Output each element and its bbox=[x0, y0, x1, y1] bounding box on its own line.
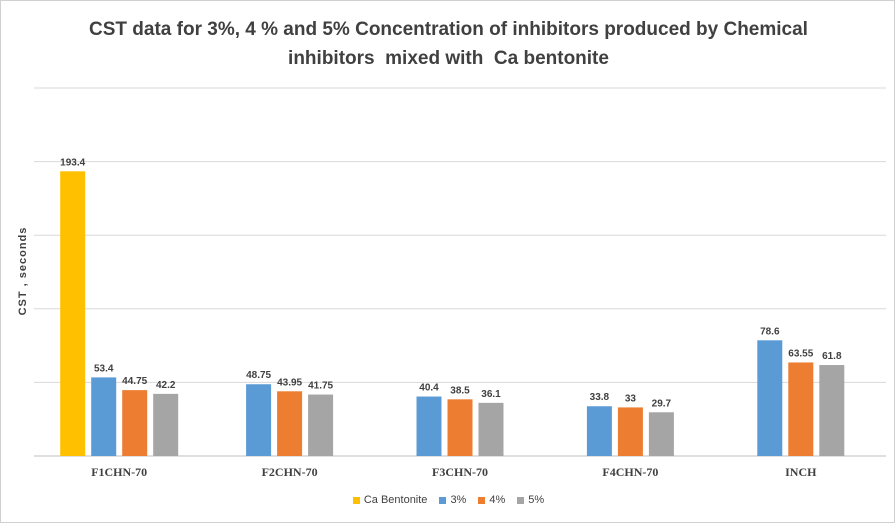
legend-swatch bbox=[478, 496, 486, 504]
x-tick-label: F3CHN-70 bbox=[432, 465, 488, 479]
bar bbox=[819, 365, 845, 456]
bar bbox=[586, 406, 612, 456]
bar bbox=[122, 390, 148, 456]
bar bbox=[60, 171, 86, 457]
legend-swatch bbox=[517, 496, 525, 504]
chart-title: CST data for 3%, 4 % and 5% Concentratio… bbox=[1, 15, 894, 73]
legend: Ca Bentonite 3% 4% 5% bbox=[1, 494, 894, 506]
legend-item: 5% bbox=[517, 494, 544, 506]
legend-label: 5% bbox=[528, 494, 545, 506]
x-tick-labels: F1CHN-70 F2CHN-70 F3CHN-70 F4CHN-70 INCH bbox=[91, 465, 817, 479]
data-label: 29.7 bbox=[652, 398, 672, 409]
x-tick-label: F4CHN-70 bbox=[602, 465, 658, 479]
bar bbox=[308, 394, 334, 456]
data-label: 33 bbox=[625, 393, 637, 404]
data-label: 41.75 bbox=[308, 381, 333, 392]
legend-label: 3% bbox=[450, 494, 467, 506]
data-labels: 193.4 53.4 44.75 42.2 48.75 43.95 41.75 40.4 38.… bbox=[60, 157, 842, 409]
legend-swatch bbox=[439, 496, 447, 504]
data-label: 36.1 bbox=[481, 389, 501, 400]
x-tick-label: F2CHN-70 bbox=[262, 465, 318, 479]
bar bbox=[246, 384, 272, 456]
bar bbox=[153, 393, 179, 456]
chart-title-line-2: inhibitors mixed with Ca bentonite bbox=[288, 48, 609, 69]
bar bbox=[788, 362, 814, 456]
bar bbox=[648, 412, 674, 456]
data-label: 33.8 bbox=[590, 392, 610, 403]
bar bbox=[447, 399, 473, 456]
chart-title-line-1: CST data for 3%, 4 % and 5% Concentratio… bbox=[89, 19, 808, 40]
bar bbox=[91, 377, 117, 456]
bar bbox=[617, 407, 643, 456]
legend-label: Ca Bentonite bbox=[363, 494, 428, 506]
data-label: 40.4 bbox=[419, 383, 439, 394]
data-label: 63.55 bbox=[788, 348, 813, 359]
data-label: 44.75 bbox=[122, 376, 147, 387]
bar bbox=[277, 391, 303, 456]
bar bbox=[416, 396, 442, 456]
legend-label: 4% bbox=[489, 494, 506, 506]
legend-swatch bbox=[352, 496, 360, 504]
x-tick-label: INCH bbox=[785, 465, 817, 479]
data-label: 43.95 bbox=[277, 377, 302, 388]
data-label: 193.4 bbox=[60, 157, 85, 168]
legend-item: Ca Bentonite bbox=[352, 494, 428, 506]
legend-item: 3% bbox=[439, 494, 466, 506]
data-label: 48.75 bbox=[246, 370, 271, 381]
data-label: 61.8 bbox=[822, 351, 842, 362]
bar bbox=[757, 340, 783, 456]
legend-item: 4% bbox=[478, 494, 505, 506]
x-tick-label: F1CHN-70 bbox=[91, 465, 147, 479]
bar bbox=[478, 402, 504, 456]
bars bbox=[60, 171, 845, 457]
data-label: 78.6 bbox=[760, 326, 780, 337]
data-label: 53.4 bbox=[94, 363, 114, 374]
data-label: 38.5 bbox=[450, 385, 470, 396]
data-label: 42.2 bbox=[156, 380, 176, 391]
